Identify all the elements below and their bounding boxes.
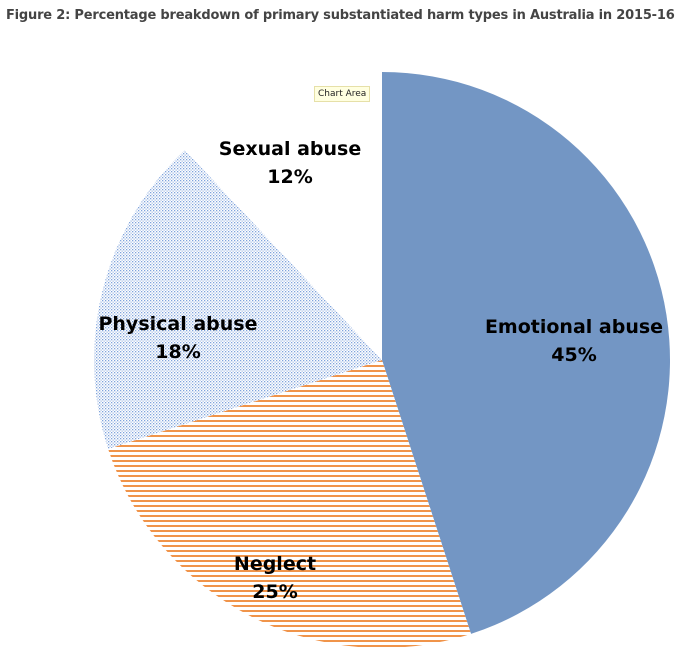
pie-slice-neglect[interactable] xyxy=(108,360,471,649)
pie-slice-physical-abuse[interactable] xyxy=(93,150,382,449)
pie-slice-emotional-abuse[interactable] xyxy=(382,72,671,634)
slice-value-label: 18% xyxy=(155,341,200,363)
slice-name-label: Sexual abuse xyxy=(219,138,361,160)
slice-name-label: Physical abuse xyxy=(98,313,257,335)
pie-slice-sexual-abuse[interactable] xyxy=(184,72,382,360)
chart-area-tooltip: Chart Area xyxy=(314,86,371,102)
slice-name-label: Neglect xyxy=(234,553,316,575)
chart-title: Figure 2: Percentage breakdown of primar… xyxy=(6,8,675,23)
slice-value-label: 12% xyxy=(267,166,312,188)
slice-value-label: 45% xyxy=(551,344,596,366)
slice-value-label: 25% xyxy=(252,581,297,603)
slice-name-label: Emotional abuse xyxy=(485,316,663,338)
